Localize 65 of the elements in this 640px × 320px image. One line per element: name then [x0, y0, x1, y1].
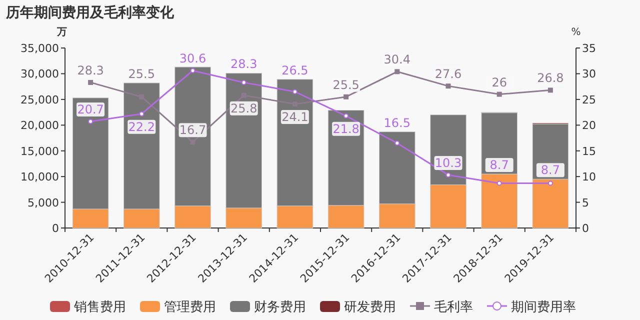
chart-title: 历年期间费用及毛利率变化 — [5, 4, 175, 21]
y-tick-label: 5,000 — [28, 196, 59, 210]
y-tick-label: 35,000 — [20, 42, 59, 55]
data-label: 8.7 — [490, 158, 509, 172]
data-label: 30.6 — [179, 52, 206, 66]
point — [292, 89, 298, 94]
point — [344, 113, 349, 118]
data-label: 21.8 — [332, 122, 360, 136]
point — [394, 140, 400, 146]
point — [88, 80, 94, 85]
y-tick-label: 10,000 — [20, 170, 59, 184]
y2-tick-label: 30 — [582, 68, 596, 81]
y-tick-label: 20,000 — [20, 119, 59, 132]
point — [548, 180, 553, 186]
legend-label: 研发费用 — [344, 300, 396, 315]
point — [292, 102, 298, 107]
point — [190, 68, 196, 74]
data-label: 25.5 — [128, 66, 156, 81]
legend-label: 期间费用率 — [511, 299, 576, 315]
point — [241, 80, 246, 85]
point — [139, 111, 144, 116]
y-tick-label: 0 — [52, 222, 59, 235]
data-label: 28.3 — [230, 57, 258, 72]
legend-label: 管理费用 — [164, 300, 216, 315]
y-axis-title: 万 — [56, 27, 67, 38]
data-label: 26 — [492, 75, 507, 90]
point — [241, 92, 246, 98]
point — [496, 180, 502, 186]
data-label: 25.8 — [230, 101, 258, 116]
point — [446, 84, 451, 89]
data-label: 28.3 — [77, 63, 104, 78]
legend-label: 财务费用 — [254, 300, 306, 315]
y2-tick-label: 20 — [582, 119, 596, 132]
y2-tick-label: 25 — [582, 93, 596, 106]
y2-tick-label: 0 — [582, 222, 589, 235]
point — [446, 172, 451, 178]
legend-label: 销售费用 — [73, 300, 126, 315]
point — [496, 92, 502, 97]
y2-tick-label: 35 — [582, 42, 596, 55]
y2-axis-title: % — [571, 27, 581, 38]
y-tick-label: 25,000 — [20, 93, 59, 106]
point — [190, 140, 196, 145]
data-label: 27.6 — [434, 67, 462, 82]
point — [548, 88, 553, 93]
data-label: 8.7 — [540, 163, 560, 178]
y2-tick-label: 5 — [582, 196, 589, 210]
legend-label: 毛利率 — [434, 299, 473, 315]
data-label: 16.5 — [384, 116, 411, 130]
data-label: 25.5 — [332, 78, 360, 92]
data-label: 10.3 — [434, 156, 462, 170]
y2-tick-label: 10 — [582, 170, 596, 184]
point — [394, 69, 400, 74]
data-label: 30.4 — [384, 52, 411, 67]
point — [88, 119, 94, 124]
y-tick-label: 30,000 — [20, 68, 59, 81]
data-label: 22.2 — [128, 120, 156, 134]
point — [139, 94, 144, 100]
data-label: 24.1 — [282, 110, 308, 124]
data-label: 20.7 — [77, 102, 104, 117]
y2-tick-label: 15 — [582, 144, 596, 158]
point — [344, 94, 349, 100]
data-label: 16.7 — [179, 123, 206, 138]
y-tick-label: 15,000 — [20, 144, 59, 158]
data-label: 26.8 — [537, 71, 564, 86]
data-label: 26.5 — [282, 63, 308, 78]
